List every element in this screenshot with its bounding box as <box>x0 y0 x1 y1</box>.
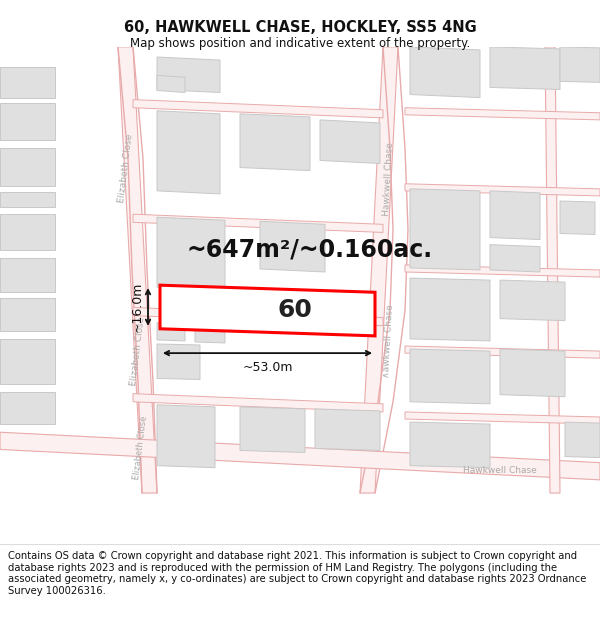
Polygon shape <box>560 47 600 82</box>
Polygon shape <box>360 47 398 493</box>
Text: Map shows position and indicative extent of the property.: Map shows position and indicative extent… <box>130 38 470 50</box>
Polygon shape <box>490 191 540 239</box>
Polygon shape <box>315 409 380 451</box>
Polygon shape <box>157 405 215 468</box>
Text: Hawkwell Chase: Hawkwell Chase <box>463 466 537 475</box>
Polygon shape <box>0 148 55 186</box>
Text: 60, HAWKWELL CHASE, HOCKLEY, SS5 4NG: 60, HAWKWELL CHASE, HOCKLEY, SS5 4NG <box>124 20 476 35</box>
Polygon shape <box>133 214 383 232</box>
Polygon shape <box>133 308 383 326</box>
Polygon shape <box>133 394 383 412</box>
Polygon shape <box>0 102 55 140</box>
Polygon shape <box>133 99 383 118</box>
Polygon shape <box>157 217 225 290</box>
Text: Elizabeth Close: Elizabeth Close <box>118 134 134 204</box>
Polygon shape <box>240 114 310 171</box>
Polygon shape <box>410 189 480 270</box>
Polygon shape <box>565 422 600 457</box>
Polygon shape <box>157 75 185 92</box>
Polygon shape <box>157 57 220 92</box>
Polygon shape <box>405 184 600 196</box>
Polygon shape <box>157 322 185 341</box>
Polygon shape <box>0 67 55 98</box>
Polygon shape <box>410 422 490 468</box>
Polygon shape <box>157 111 220 194</box>
Polygon shape <box>405 107 600 120</box>
Text: Elizabeth Close: Elizabeth Close <box>130 316 146 386</box>
Text: ~53.0m: ~53.0m <box>242 361 293 374</box>
Polygon shape <box>500 280 565 321</box>
Polygon shape <box>0 298 55 331</box>
Polygon shape <box>500 349 565 397</box>
Polygon shape <box>320 120 380 164</box>
Text: Hawkwell Chase: Hawkwell Chase <box>382 142 394 216</box>
Text: ~647m²/~0.160ac.: ~647m²/~0.160ac. <box>187 238 433 262</box>
Polygon shape <box>0 214 55 249</box>
Polygon shape <box>0 339 55 384</box>
Polygon shape <box>0 192 55 207</box>
Polygon shape <box>560 201 595 234</box>
Polygon shape <box>410 349 490 404</box>
Polygon shape <box>545 47 560 493</box>
Polygon shape <box>490 244 540 272</box>
Polygon shape <box>260 221 325 272</box>
Polygon shape <box>160 285 375 336</box>
Polygon shape <box>0 392 55 424</box>
Text: 60: 60 <box>278 298 313 321</box>
Polygon shape <box>157 344 200 379</box>
Polygon shape <box>405 412 600 424</box>
Text: ∧awkwell Chase: ∧awkwell Chase <box>382 304 394 378</box>
Text: Contains OS data © Crown copyright and database right 2021. This information is : Contains OS data © Crown copyright and d… <box>8 551 586 596</box>
Polygon shape <box>240 407 305 452</box>
Polygon shape <box>405 346 600 358</box>
Text: ~16.0m: ~16.0m <box>131 282 144 332</box>
Polygon shape <box>405 265 600 277</box>
Text: Elizabeth Close: Elizabeth Close <box>131 415 148 480</box>
Polygon shape <box>0 258 55 292</box>
Polygon shape <box>410 278 490 341</box>
Polygon shape <box>410 47 480 98</box>
Polygon shape <box>195 324 225 343</box>
Polygon shape <box>0 432 600 480</box>
Polygon shape <box>118 47 157 493</box>
Polygon shape <box>490 47 560 89</box>
